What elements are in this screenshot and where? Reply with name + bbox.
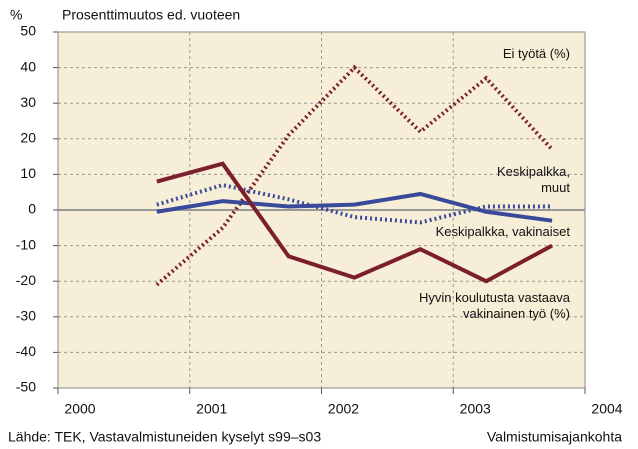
y-tick-label: 30 [20, 94, 36, 110]
x-tick-label: 2002 [328, 401, 359, 417]
y-tick-label: -40 [16, 343, 36, 359]
x-tick-label: 2003 [460, 401, 491, 417]
source: Lähde: TEK, Vastavalmistuneiden kyselyt … [8, 429, 321, 445]
y-tick-label: -10 [16, 236, 36, 252]
unit-label: % [10, 7, 22, 23]
y-tick-label: 50 [20, 23, 36, 39]
y-tick-label: -50 [16, 379, 36, 395]
series-line [156, 161, 554, 284]
series-label: Keskipalkka, muut [497, 164, 570, 195]
y-tick-label: 0 [28, 201, 36, 217]
y-tick-label: 20 [20, 130, 36, 146]
series-label: Keskipalkka, vakinaiset [435, 224, 570, 239]
series-label: Hyvin koulutusta vastaava vakinainen työ… [418, 290, 570, 321]
y-tick-label: -20 [16, 272, 36, 288]
x-tick-label: 2001 [196, 401, 227, 417]
y-tick-label: 40 [20, 58, 36, 74]
x-axis-label: Valmistumisajankohta [487, 429, 622, 445]
x-tick-label: 2000 [64, 401, 95, 417]
series-line [155, 64, 554, 287]
x-tick-label: 2004 [591, 401, 622, 417]
series-label: Ei työtä (%) [502, 46, 570, 61]
series-line [156, 191, 553, 223]
chart-title: Prosenttimuutos ed. vuoteen [62, 7, 240, 23]
y-tick-label: 10 [20, 165, 36, 181]
y-tick-label: -30 [16, 308, 36, 324]
